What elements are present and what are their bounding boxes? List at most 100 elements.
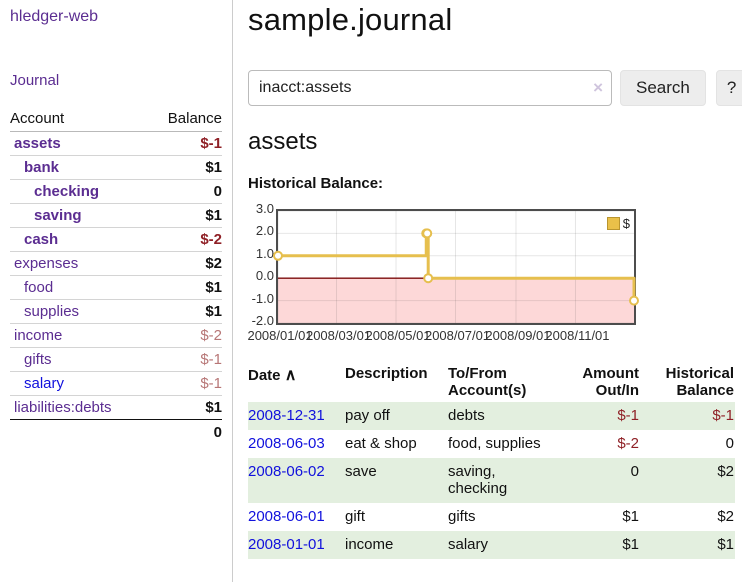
account-link-salary[interactable]: salary bbox=[24, 375, 65, 392]
y-tick-label: 2.0 bbox=[255, 223, 274, 239]
transaction-row: 2008-12-31 pay off debts $-1 $-1 bbox=[248, 402, 735, 430]
transaction-date-link[interactable]: 2008-01-01 bbox=[248, 536, 325, 553]
account-balance: $1 bbox=[148, 299, 222, 324]
account-row: saving $1 bbox=[10, 203, 222, 228]
transaction-amount: $1 bbox=[622, 508, 639, 525]
account-row: food $1 bbox=[10, 275, 222, 300]
sort-asc-icon: ∧ bbox=[284, 367, 297, 384]
register-col-balance: Historical Balance bbox=[665, 365, 734, 399]
main-content: sample.journal × Search ? assets Histori… bbox=[233, 0, 742, 582]
account-link-gifts[interactable]: gifts bbox=[24, 351, 52, 368]
account-row: gifts $-1 bbox=[10, 347, 222, 372]
y-tick-label: -1.0 bbox=[251, 290, 274, 306]
transaction-description: pay off bbox=[345, 407, 390, 424]
x-tick-label: 2008/05/01 bbox=[365, 328, 431, 343]
account-link-cash[interactable]: cash bbox=[24, 231, 59, 248]
transaction-description: save bbox=[345, 463, 377, 480]
account-row: assets $-1 bbox=[10, 131, 222, 156]
search-button[interactable]: Search bbox=[620, 70, 706, 106]
register-col-date[interactable]: Date ∧ bbox=[248, 367, 297, 384]
register-table: Date ∧ Description To/From Account(s) Am… bbox=[248, 362, 735, 559]
chart-y-axis: 3.0 2.0 1.0 0.0 -1.0 -2.0 bbox=[248, 202, 274, 328]
transaction-amount: $-1 bbox=[617, 407, 639, 424]
chart-plot: $ bbox=[273, 209, 639, 325]
transaction-amount: 0 bbox=[630, 463, 639, 480]
account-link-assets[interactable]: assets bbox=[14, 135, 61, 152]
transaction-accounts: salary bbox=[448, 536, 489, 553]
clear-search-icon[interactable]: × bbox=[593, 78, 603, 97]
transaction-accounts: saving, checking bbox=[448, 463, 508, 497]
legend-label: $ bbox=[622, 216, 630, 231]
sidebar-item-journal[interactable]: Journal bbox=[10, 72, 60, 89]
x-tick-label: 2008/01/01 bbox=[247, 328, 313, 343]
transaction-accounts: debts bbox=[448, 407, 485, 424]
transaction-date-link[interactable]: 2008-06-03 bbox=[248, 435, 325, 452]
x-tick-label: 2008/03/01 bbox=[305, 328, 372, 343]
chart-title: Historical Balance: bbox=[248, 175, 384, 192]
account-balance: $-2 bbox=[148, 323, 222, 348]
account-link-expenses[interactable]: expenses bbox=[14, 255, 79, 272]
account-link-income[interactable]: income bbox=[14, 327, 63, 344]
transaction-description: gift bbox=[345, 508, 366, 525]
historical-balance-chart: 3.0 2.0 1.0 0.0 -1.0 -2.0 $ 2008/01/01 2008/03… bbox=[247, 202, 742, 345]
accounts-col-balance: Balance bbox=[148, 107, 222, 132]
transaction-amount: $-2 bbox=[617, 435, 639, 452]
transaction-accounts: food, supplies bbox=[448, 435, 541, 452]
transaction-row: 2008-06-01 gift gifts $1 $2 bbox=[248, 503, 735, 531]
accounts-total: 0 bbox=[213, 424, 222, 441]
account-row: bank $1 bbox=[10, 155, 222, 180]
accounts-table: Account Balance assets $-1 bank $1 check… bbox=[10, 107, 222, 444]
account-balance: $-1 bbox=[148, 371, 222, 396]
account-link-checking[interactable]: checking bbox=[34, 183, 100, 200]
account-balance: $1 bbox=[148, 395, 222, 420]
transaction-balance: $-1 bbox=[712, 407, 734, 424]
transaction-date-link[interactable]: 2008-12-31 bbox=[248, 407, 325, 424]
register-col-description: Description bbox=[345, 365, 428, 382]
account-link-bank[interactable]: bank bbox=[24, 159, 60, 176]
transaction-balance: $2 bbox=[717, 508, 734, 525]
account-link-supplies[interactable]: supplies bbox=[24, 303, 80, 320]
account-link-saving[interactable]: saving bbox=[34, 207, 82, 224]
chart-canvas bbox=[273, 210, 639, 324]
accounts-col-account: Account bbox=[10, 107, 149, 132]
account-balance: $-2 bbox=[148, 227, 222, 252]
x-tick-label: 2008/11/01 bbox=[545, 328, 610, 343]
help-button[interactable]: ? bbox=[715, 70, 742, 106]
transaction-balance: 0 bbox=[725, 435, 734, 452]
y-tick-label: 3.0 bbox=[255, 201, 274, 216]
account-row: income $-2 bbox=[10, 323, 222, 348]
account-heading: assets bbox=[248, 128, 318, 155]
search-form: × Search ? bbox=[248, 70, 742, 106]
page-title: sample.journal bbox=[248, 2, 453, 37]
account-row: checking 0 bbox=[10, 179, 222, 204]
account-balance: $-1 bbox=[148, 131, 222, 156]
y-tick-label: 1.0 bbox=[255, 245, 274, 261]
sidebar: hledger-web Journal Account Balance asse… bbox=[0, 0, 233, 582]
account-row: cash $-2 bbox=[10, 227, 222, 252]
transaction-description: income bbox=[345, 536, 394, 553]
transaction-date-link[interactable]: 2008-06-01 bbox=[248, 508, 325, 525]
accounts-total-row: 0 bbox=[10, 420, 222, 445]
account-row: supplies $1 bbox=[10, 299, 222, 324]
register-col-tofrom: To/From Account(s) bbox=[448, 365, 527, 399]
account-balance: 0 bbox=[148, 179, 222, 204]
x-tick-label: 2008/07/01 bbox=[424, 328, 491, 343]
transaction-row: 2008-06-03 eat & shop food, supplies $-2… bbox=[248, 430, 735, 458]
transaction-balance: $1 bbox=[717, 536, 734, 553]
transaction-amount: $1 bbox=[622, 536, 639, 553]
account-balance: $-1 bbox=[148, 347, 222, 372]
transaction-description: eat & shop bbox=[345, 435, 417, 452]
search-input[interactable] bbox=[248, 70, 612, 106]
account-row: expenses $2 bbox=[10, 251, 222, 276]
account-link-liabilities-debts[interactable]: liabilities:debts bbox=[14, 399, 112, 416]
transaction-row: 2008-01-01 income salary $1 $1 bbox=[248, 531, 735, 559]
transaction-balance: $2 bbox=[717, 463, 734, 480]
account-balance: $2 bbox=[148, 251, 222, 276]
transaction-accounts: gifts bbox=[448, 508, 476, 525]
account-link-food[interactable]: food bbox=[24, 279, 54, 296]
account-balance: $1 bbox=[148, 203, 222, 228]
transaction-date-link[interactable]: 2008-06-02 bbox=[248, 463, 325, 480]
brand-link[interactable]: hledger-web bbox=[10, 8, 99, 25]
chart-legend: $ bbox=[606, 216, 630, 231]
y-tick-label: 0.0 bbox=[255, 268, 274, 284]
